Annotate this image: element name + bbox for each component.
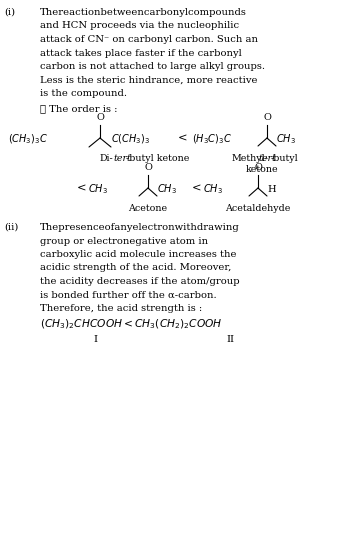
Text: H: H [267, 184, 275, 194]
Text: is the compound.: is the compound. [40, 89, 127, 98]
Text: (ii): (ii) [4, 223, 18, 232]
Text: ∴ The order is :: ∴ The order is : [40, 104, 118, 113]
Text: I: I [93, 335, 97, 344]
Text: Acetaldehyde: Acetaldehyde [225, 204, 291, 213]
Text: Di-: Di- [100, 154, 114, 163]
Text: <: < [192, 184, 202, 194]
Text: Acetone: Acetone [128, 204, 168, 213]
Text: Less is the steric hindrance, more reactive: Less is the steric hindrance, more react… [40, 75, 258, 85]
Text: Thereactionbetweencarbonylcompounds: Thereactionbetweencarbonylcompounds [40, 8, 247, 17]
Text: $CH_3$: $CH_3$ [203, 182, 223, 196]
Text: attack of CN⁻ on carbonyl carbon. Such an: attack of CN⁻ on carbonyl carbon. Such a… [40, 35, 258, 44]
Text: group or electronegative atom in: group or electronegative atom in [40, 236, 208, 245]
Text: tert: tert [113, 154, 131, 163]
Text: $CH_3$: $CH_3$ [88, 182, 108, 196]
Text: carbon is not attached to large alkyl groups.: carbon is not attached to large alkyl gr… [40, 62, 265, 71]
Text: attack takes place faster if the carbonyl: attack takes place faster if the carbony… [40, 48, 242, 58]
Text: is bonded further off the α-carbon.: is bonded further off the α-carbon. [40, 290, 217, 300]
Text: tert: tert [258, 154, 276, 163]
Text: Methyl-: Methyl- [232, 154, 269, 163]
Text: <: < [178, 134, 188, 144]
Text: $(CH_3)_3C$: $(CH_3)_3C$ [8, 132, 48, 146]
Text: ketone: ketone [246, 165, 279, 174]
Text: $CH_3$: $CH_3$ [157, 182, 177, 196]
Text: -butyl: -butyl [271, 154, 299, 163]
Text: O: O [263, 113, 271, 122]
Text: -butyl ketone: -butyl ketone [126, 154, 189, 163]
Text: $C(CH_3)_3$: $C(CH_3)_3$ [111, 132, 150, 146]
Text: the acidity decreases if the atom/group: the acidity decreases if the atom/group [40, 277, 240, 286]
Text: O: O [96, 113, 104, 122]
Text: O: O [254, 163, 262, 172]
Text: <: < [77, 184, 87, 194]
Text: II: II [226, 335, 234, 344]
Text: $CH_3$: $CH_3$ [276, 132, 296, 146]
Text: O: O [144, 163, 152, 172]
Text: $(H_3C)_3C$: $(H_3C)_3C$ [192, 132, 232, 146]
Text: carboxylic acid molecule increases the: carboxylic acid molecule increases the [40, 250, 237, 259]
Text: (i): (i) [4, 8, 15, 17]
Text: Therefore, the acid strength is :: Therefore, the acid strength is : [40, 304, 202, 313]
Text: $(CH_3)_2CHCOOH < CH_3(CH_2)_2COOH$: $(CH_3)_2CHCOOH < CH_3(CH_2)_2COOH$ [40, 317, 223, 331]
Text: acidic strength of the acid. Moreover,: acidic strength of the acid. Moreover, [40, 263, 232, 272]
Text: Thepresenceofanyelectronwithdrawing: Thepresenceofanyelectronwithdrawing [40, 223, 240, 232]
Text: and HCN proceeds via the nucleophilic: and HCN proceeds via the nucleophilic [40, 21, 239, 30]
